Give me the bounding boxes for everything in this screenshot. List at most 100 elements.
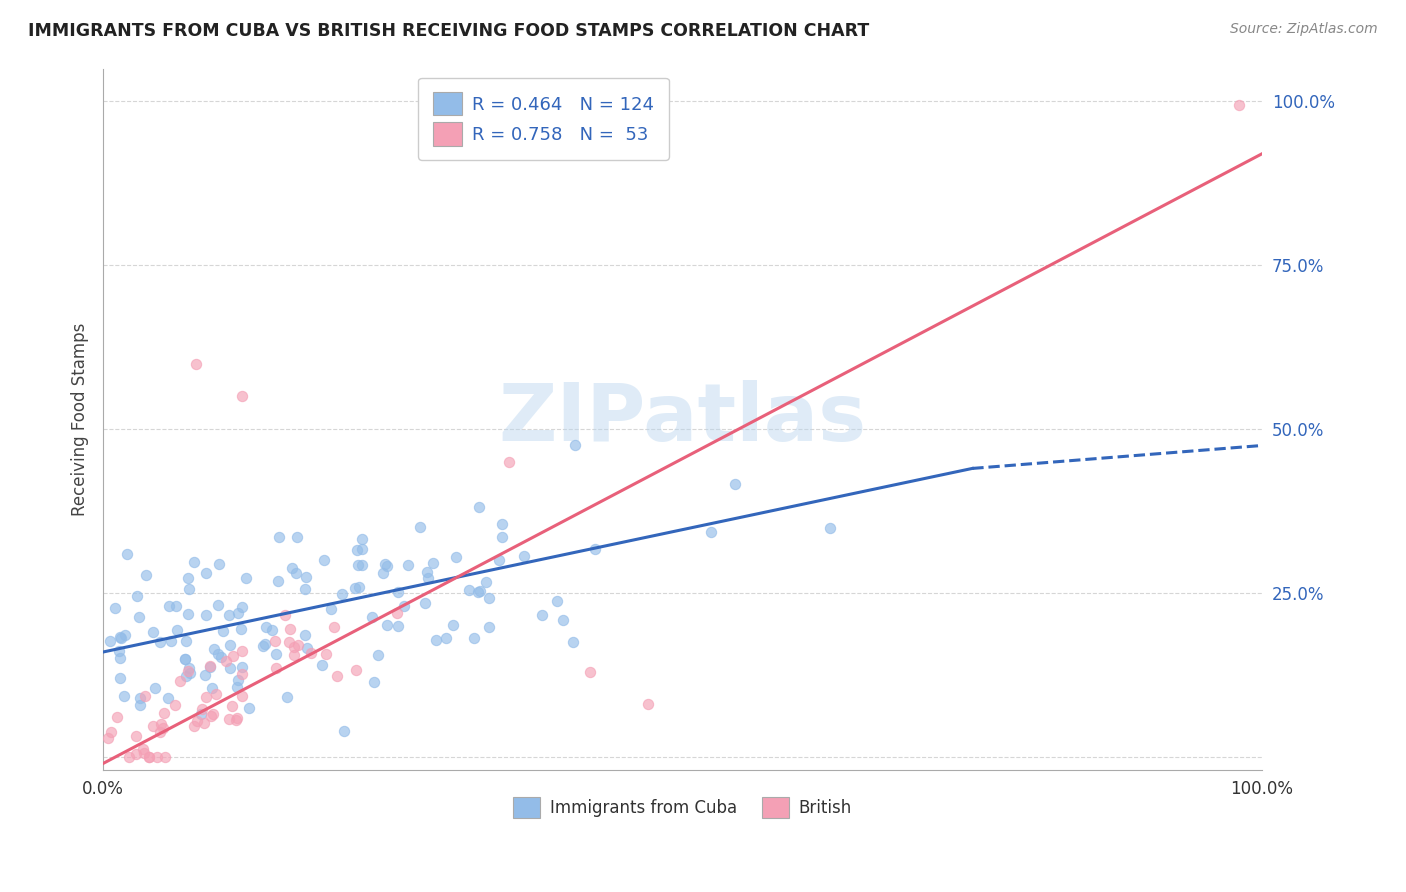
Point — [294, 582, 316, 596]
Point — [98, 634, 121, 648]
Point — [226, 606, 249, 620]
Point — [264, 648, 287, 662]
Point — [346, 543, 368, 558]
Point — [190, 702, 212, 716]
Point — [176, 664, 198, 678]
Y-axis label: Receiving Food Stamps: Receiving Food Stamps — [72, 323, 89, 516]
Point — [463, 631, 485, 645]
Point — [287, 638, 309, 652]
Point — [546, 594, 568, 608]
Point — [434, 631, 457, 645]
Point — [458, 583, 481, 598]
Point — [221, 699, 243, 714]
Point — [124, 729, 146, 743]
Point — [218, 608, 240, 623]
Point — [148, 634, 170, 648]
Point — [418, 571, 440, 585]
Point — [160, 634, 183, 648]
Point — [375, 558, 398, 573]
Point — [128, 610, 150, 624]
Point — [253, 637, 276, 651]
Point — [142, 624, 165, 639]
Point — [295, 570, 318, 584]
Point — [100, 725, 122, 739]
Point — [238, 701, 260, 715]
Point — [491, 516, 513, 531]
Text: ZIPatlas: ZIPatlas — [499, 380, 866, 458]
Point — [413, 596, 436, 610]
Point — [177, 571, 200, 585]
Point — [146, 750, 169, 764]
Point — [132, 742, 155, 756]
Point — [387, 619, 409, 633]
Point — [444, 550, 467, 565]
Point — [231, 666, 253, 681]
Point — [152, 721, 174, 735]
Point — [207, 599, 229, 613]
Point — [311, 657, 333, 672]
Point — [207, 647, 229, 661]
Point — [416, 566, 439, 580]
Point — [350, 558, 373, 573]
Point — [299, 646, 322, 660]
Point — [209, 650, 232, 665]
Point — [513, 549, 536, 563]
Point — [198, 660, 221, 674]
Point — [157, 599, 180, 613]
Point — [149, 717, 172, 731]
Point — [177, 661, 200, 675]
Point — [346, 558, 368, 573]
Point — [281, 560, 304, 574]
Point — [218, 661, 240, 675]
Point — [174, 634, 197, 648]
Point — [422, 556, 444, 570]
Point — [267, 530, 290, 544]
Point — [214, 654, 236, 668]
Point — [297, 640, 319, 655]
Point — [564, 438, 586, 452]
Point — [112, 689, 135, 703]
Point — [155, 750, 177, 764]
Point — [274, 607, 297, 622]
Point — [361, 609, 384, 624]
Point — [231, 660, 253, 674]
Point — [231, 644, 253, 658]
Point — [315, 647, 337, 661]
Point — [284, 566, 307, 580]
Point — [252, 639, 274, 653]
Point — [205, 687, 228, 701]
Point — [468, 500, 491, 515]
Point — [169, 674, 191, 689]
Point — [326, 668, 349, 682]
Point — [387, 585, 409, 599]
Point — [283, 640, 305, 654]
Point — [700, 524, 723, 539]
Point — [344, 664, 367, 678]
Point — [149, 725, 172, 739]
Point — [283, 648, 305, 662]
Point — [193, 668, 215, 682]
Text: Source: ZipAtlas.com: Source: ZipAtlas.com — [1230, 22, 1378, 37]
Point — [330, 587, 353, 601]
Point — [409, 520, 432, 534]
Point — [177, 607, 200, 622]
Point — [531, 607, 554, 622]
Point — [184, 357, 207, 371]
Point — [478, 591, 501, 606]
Point — [165, 599, 187, 614]
Point — [225, 711, 247, 725]
Point — [222, 649, 245, 664]
Point — [226, 673, 249, 687]
Point — [583, 541, 606, 556]
Point — [367, 648, 389, 662]
Point — [314, 553, 336, 567]
Point — [235, 571, 257, 585]
Point — [263, 633, 285, 648]
Point — [264, 661, 287, 675]
Point — [387, 606, 409, 620]
Point — [183, 555, 205, 569]
Point — [201, 681, 224, 695]
Point — [267, 574, 290, 588]
Point — [332, 724, 354, 739]
Point — [363, 675, 385, 690]
